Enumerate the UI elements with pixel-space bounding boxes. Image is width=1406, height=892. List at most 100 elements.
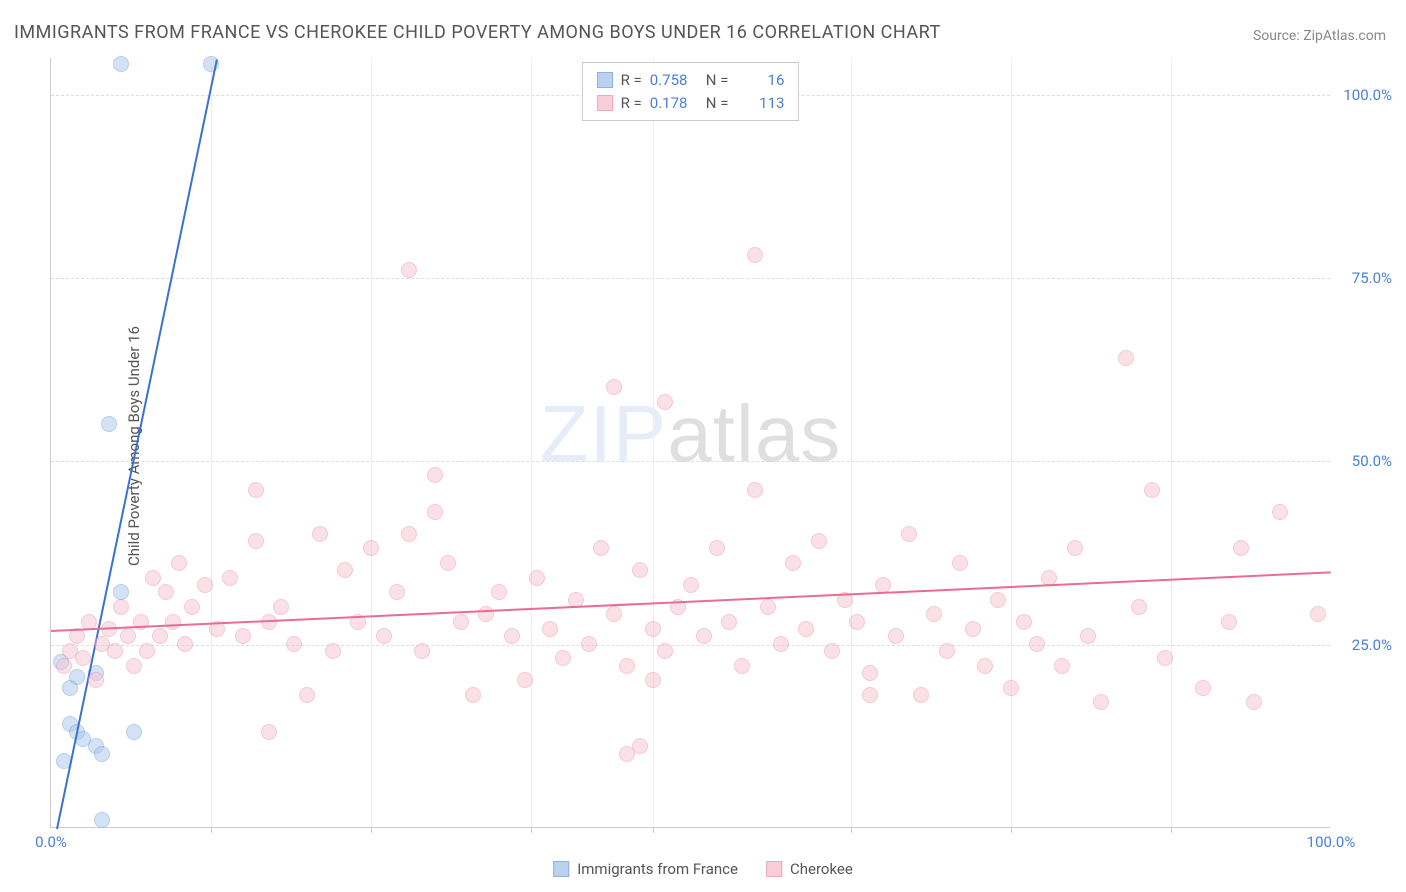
- scatter-point: [811, 533, 827, 549]
- x-tick-mark: [371, 827, 372, 833]
- scatter-point: [376, 628, 392, 644]
- scatter-point: [1118, 350, 1134, 366]
- scatter-point: [1029, 636, 1045, 652]
- scatter-point: [542, 621, 558, 637]
- scatter-point: [337, 562, 353, 578]
- scatter-point: [965, 621, 981, 637]
- scatter-point: [529, 570, 545, 586]
- scatter-point: [977, 658, 993, 674]
- scatter-point: [286, 636, 302, 652]
- scatter-point: [440, 555, 456, 571]
- scatter-point: [325, 643, 341, 659]
- x-tick-label: 0.0%: [35, 833, 67, 851]
- legend-swatch: [597, 95, 613, 111]
- scatter-point: [248, 533, 264, 549]
- scatter-point: [581, 636, 597, 652]
- scatter-point: [113, 56, 129, 72]
- scatter-point: [824, 643, 840, 659]
- scatter-point: [478, 606, 494, 622]
- scatter-point: [401, 262, 417, 278]
- scatter-point: [657, 643, 673, 659]
- gridline-v: [371, 58, 372, 827]
- scatter-point: [555, 650, 571, 666]
- watermark-suffix: atlas: [667, 388, 841, 477]
- scatter-point: [798, 621, 814, 637]
- gridline-h: [51, 461, 1330, 462]
- scatter-point: [632, 562, 648, 578]
- x-tick-mark: [531, 827, 532, 833]
- scatter-point: [696, 628, 712, 644]
- scatter-point: [465, 687, 481, 703]
- legend-item: Cherokee: [766, 860, 853, 878]
- scatter-point: [152, 628, 168, 644]
- scatter-point: [657, 394, 673, 410]
- scatter-point: [113, 584, 129, 600]
- y-tick-label: 75.0%: [1336, 269, 1392, 287]
- legend-r-value: 0.758: [650, 69, 698, 92]
- watermark: ZIPatlas: [540, 387, 841, 479]
- scatter-point: [120, 628, 136, 644]
- legend-item-label: Immigrants from France: [577, 860, 738, 878]
- scatter-point: [1144, 482, 1160, 498]
- scatter-point: [126, 724, 142, 740]
- scatter-point: [491, 584, 507, 600]
- scatter-point: [75, 650, 91, 666]
- scatter-point: [312, 526, 328, 542]
- scatter-point: [145, 570, 161, 586]
- legend-row: R =0.178N =113: [597, 92, 785, 115]
- scatter-point: [785, 555, 801, 571]
- scatter-point: [1067, 540, 1083, 556]
- scatter-point: [862, 687, 878, 703]
- scatter-point: [126, 658, 142, 674]
- gridline-v: [211, 58, 212, 827]
- scatter-point: [427, 504, 443, 520]
- scatter-point: [504, 628, 520, 644]
- gridline-v: [1171, 58, 1172, 827]
- scatter-point: [453, 614, 469, 630]
- source-value: ZipAtlas.com: [1303, 28, 1386, 44]
- scatter-point: [363, 540, 379, 556]
- scatter-point: [62, 680, 78, 696]
- scatter-point: [1003, 680, 1019, 696]
- scatter-point: [401, 526, 417, 542]
- scatter-point: [606, 379, 622, 395]
- scatter-point: [261, 724, 277, 740]
- scatter-point: [606, 606, 622, 622]
- gridline-v: [1011, 58, 1012, 827]
- scatter-point: [165, 614, 181, 630]
- scatter-point: [517, 672, 533, 688]
- scatter-point: [1221, 614, 1237, 630]
- scatter-point: [952, 555, 968, 571]
- legend-n-label: N =: [706, 92, 729, 115]
- scatter-point: [1195, 680, 1211, 696]
- legend-n-value: 16: [736, 69, 784, 92]
- scatter-point: [862, 665, 878, 681]
- series-legend: Immigrants from France Cherokee: [553, 860, 853, 878]
- source-label: Source:: [1253, 28, 1303, 44]
- scatter-point: [913, 687, 929, 703]
- scatter-point: [1157, 650, 1173, 666]
- scatter-point: [632, 738, 648, 754]
- scatter-point: [389, 584, 405, 600]
- legend-swatch: [597, 72, 613, 88]
- scatter-point: [414, 643, 430, 659]
- scatter-point: [94, 812, 110, 828]
- legend-n-value: 113: [736, 92, 784, 115]
- scatter-point: [760, 599, 776, 615]
- scatter-point: [1233, 540, 1249, 556]
- gridline-v: [851, 58, 852, 827]
- scatter-point: [101, 416, 117, 432]
- legend-r-label: R =: [621, 69, 642, 92]
- scatter-point: [56, 658, 72, 674]
- y-tick-label: 50.0%: [1336, 452, 1392, 470]
- scatter-point: [939, 643, 955, 659]
- legend-r-value: 0.178: [650, 92, 698, 115]
- scatter-point: [747, 247, 763, 263]
- scatter-point: [107, 643, 123, 659]
- scatter-point: [926, 606, 942, 622]
- legend-item-label: Cherokee: [790, 860, 853, 878]
- scatter-point: [88, 672, 104, 688]
- scatter-point: [222, 570, 238, 586]
- gridline-h: [51, 278, 1330, 279]
- scatter-point: [593, 540, 609, 556]
